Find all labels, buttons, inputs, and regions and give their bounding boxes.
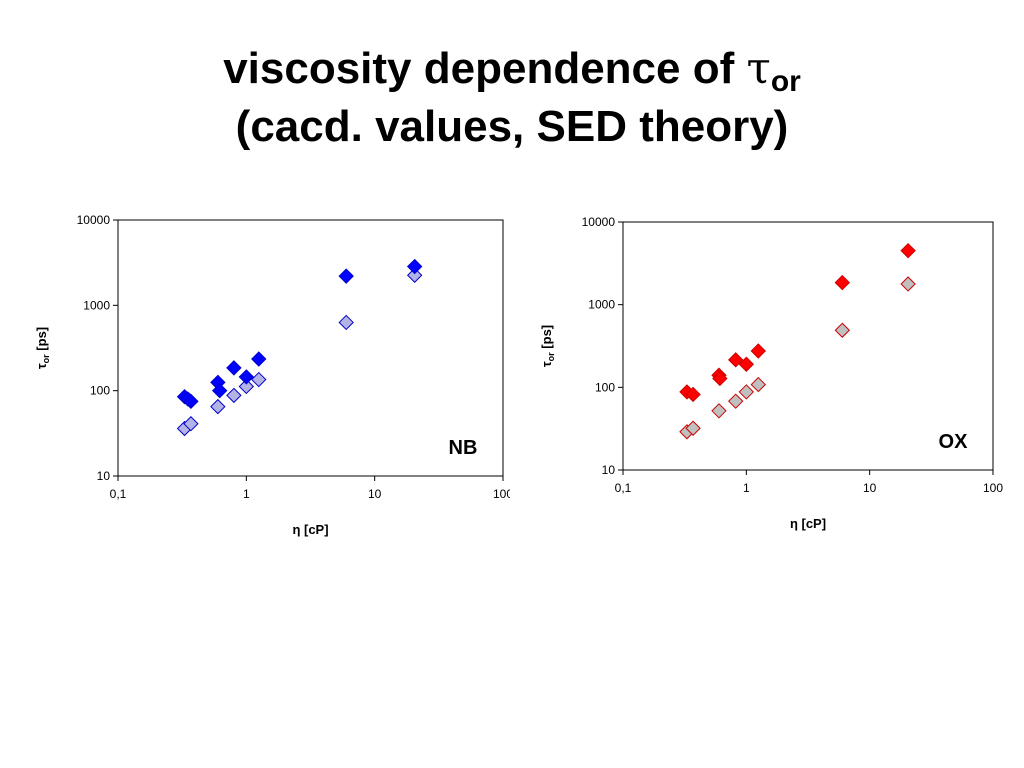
x-tick-label: 0,1	[615, 481, 632, 495]
x-tick-label: 100	[493, 487, 510, 501]
data-point	[406, 267, 423, 283]
x-tick-label: 100	[983, 481, 1003, 495]
data-point	[211, 382, 228, 399]
data-point	[251, 371, 267, 388]
y-tick-label: 100	[90, 384, 110, 398]
data-point	[738, 356, 755, 372]
title-line-1: viscosity dependence of τor	[0, 40, 1024, 98]
data-point	[750, 343, 766, 359]
panel-label: NB	[449, 437, 478, 459]
title-text: viscosity dependence of	[223, 44, 747, 93]
y-tick-label: 1000	[83, 298, 110, 312]
data-point	[900, 276, 916, 292]
data-point	[727, 352, 744, 368]
data-point	[338, 314, 354, 331]
data-point	[226, 360, 242, 376]
data-point	[727, 393, 744, 409]
data-point	[210, 398, 226, 415]
x-axis-title: η [cP]	[790, 516, 826, 531]
slide-title: viscosity dependence of τor (cacd. value…	[0, 40, 1024, 156]
chart-ox-svg: 10 100 1000 10000 0,1 1 10 100 η [cP] τor [ps] OX	[539, 215, 1003, 531]
x-tick-label: 10	[368, 487, 382, 501]
chart-ox: 10 100 1000 10000 0,1 1 10 100 η [cP] τor [ps] OX	[520, 200, 1010, 555]
data-point	[685, 386, 701, 403]
y-tick-label: 100	[595, 380, 615, 394]
x-tick-label: 1	[743, 481, 750, 495]
tau-subscript: or	[770, 65, 801, 98]
plot-area	[622, 221, 994, 471]
chart-nb-svg: 10 100 1000 10000 0,1 1 10 100 η [cP] τor [ps] NB	[34, 213, 513, 537]
data-point	[711, 403, 727, 419]
data-point	[834, 322, 851, 338]
data-point	[238, 369, 255, 385]
y-tick-label: 10000	[77, 213, 111, 227]
data-point	[251, 351, 267, 367]
x-tick-label: 10	[863, 481, 877, 495]
x-tick-label: 0,1	[110, 487, 127, 501]
tau-symbol: τ	[746, 43, 771, 94]
panel-label: OX	[939, 431, 969, 453]
data-point	[406, 258, 423, 275]
y-tick-label: 1000	[588, 298, 615, 312]
data-point	[834, 274, 851, 291]
data-point	[238, 378, 255, 395]
data-point	[183, 393, 199, 410]
y-axis-title: τor [ps]	[34, 327, 51, 369]
y-tick-label: 10	[602, 463, 616, 477]
data-point	[712, 370, 728, 387]
x-tick-label: 1	[243, 487, 250, 501]
data-point	[226, 387, 242, 404]
data-point	[738, 384, 755, 400]
chart-nb: 10 100 1000 10000 0,1 1 10 100 η [cP] τor [ps] NB	[20, 200, 513, 555]
data-point	[685, 420, 701, 436]
data-point	[338, 268, 354, 284]
data-point	[183, 416, 199, 432]
x-axis-title: η [cP]	[292, 522, 328, 537]
title-line-2: (cacd. values, SED theory)	[235, 102, 789, 151]
y-axis-title: τor [ps]	[539, 325, 556, 367]
y-tick-label: 10000	[582, 215, 616, 229]
data-point	[750, 376, 766, 393]
plot-area	[117, 219, 504, 477]
y-tick-label: 10	[97, 469, 111, 483]
data-point	[900, 242, 916, 259]
